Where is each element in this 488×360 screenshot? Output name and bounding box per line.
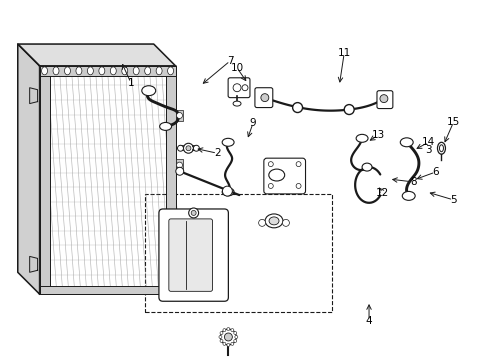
- Ellipse shape: [76, 67, 81, 75]
- Text: 8: 8: [409, 177, 416, 187]
- Circle shape: [344, 105, 353, 114]
- Polygon shape: [30, 88, 38, 104]
- Circle shape: [258, 219, 265, 226]
- Ellipse shape: [142, 86, 155, 96]
- Ellipse shape: [160, 122, 171, 130]
- Circle shape: [292, 103, 302, 113]
- Circle shape: [223, 329, 225, 332]
- Circle shape: [191, 211, 196, 215]
- Ellipse shape: [268, 169, 284, 181]
- Circle shape: [268, 162, 273, 167]
- Circle shape: [223, 342, 225, 345]
- Bar: [165, 66, 175, 294]
- FancyBboxPatch shape: [254, 88, 272, 108]
- Ellipse shape: [361, 163, 371, 171]
- Circle shape: [268, 184, 273, 188]
- Bar: [175, 159, 183, 171]
- Bar: [175, 109, 183, 121]
- Text: 3: 3: [425, 145, 431, 155]
- Text: 4: 4: [365, 316, 371, 326]
- Text: 6: 6: [431, 167, 438, 177]
- Bar: [40, 66, 49, 294]
- Ellipse shape: [264, 214, 283, 228]
- Ellipse shape: [53, 67, 59, 75]
- Ellipse shape: [439, 145, 443, 152]
- Circle shape: [185, 146, 190, 151]
- Bar: [145, 194, 331, 312]
- Ellipse shape: [222, 188, 234, 196]
- Circle shape: [193, 145, 199, 151]
- Ellipse shape: [64, 67, 70, 75]
- Polygon shape: [40, 66, 175, 294]
- Circle shape: [296, 184, 301, 188]
- Circle shape: [379, 95, 387, 103]
- Ellipse shape: [222, 138, 234, 146]
- Ellipse shape: [402, 192, 414, 201]
- Text: 9: 9: [249, 118, 256, 129]
- Bar: [40, 286, 175, 294]
- Polygon shape: [30, 256, 38, 272]
- Polygon shape: [18, 44, 175, 66]
- Circle shape: [233, 84, 241, 92]
- Text: 14: 14: [421, 137, 434, 147]
- Bar: [175, 239, 183, 251]
- Circle shape: [220, 339, 223, 342]
- Text: 13: 13: [370, 130, 384, 140]
- Ellipse shape: [122, 67, 127, 75]
- Circle shape: [176, 162, 182, 168]
- FancyBboxPatch shape: [264, 158, 305, 194]
- Circle shape: [282, 219, 289, 226]
- Ellipse shape: [355, 134, 367, 142]
- FancyBboxPatch shape: [376, 91, 392, 109]
- Circle shape: [183, 143, 193, 153]
- Ellipse shape: [233, 101, 241, 106]
- Text: 10: 10: [230, 63, 243, 73]
- Circle shape: [177, 145, 183, 151]
- Ellipse shape: [41, 67, 47, 75]
- Circle shape: [233, 339, 236, 342]
- Circle shape: [219, 336, 222, 338]
- Text: 1: 1: [127, 78, 134, 88]
- Ellipse shape: [437, 142, 445, 154]
- Circle shape: [234, 336, 237, 338]
- Ellipse shape: [167, 67, 173, 75]
- FancyBboxPatch shape: [228, 78, 249, 98]
- Ellipse shape: [110, 67, 116, 75]
- Circle shape: [188, 208, 198, 218]
- Circle shape: [176, 113, 182, 118]
- Bar: [40, 66, 175, 76]
- Circle shape: [226, 328, 229, 330]
- Polygon shape: [18, 44, 40, 294]
- Ellipse shape: [133, 67, 139, 75]
- Circle shape: [226, 343, 229, 346]
- Circle shape: [260, 94, 268, 102]
- Ellipse shape: [144, 67, 150, 75]
- Circle shape: [242, 85, 247, 91]
- Ellipse shape: [87, 67, 93, 75]
- Circle shape: [230, 329, 233, 332]
- Ellipse shape: [156, 67, 162, 75]
- Circle shape: [222, 186, 232, 196]
- Circle shape: [175, 167, 183, 175]
- Circle shape: [224, 333, 232, 341]
- Ellipse shape: [268, 217, 279, 225]
- Circle shape: [176, 242, 182, 247]
- Text: 12: 12: [376, 188, 389, 198]
- FancyBboxPatch shape: [168, 219, 212, 291]
- Circle shape: [230, 342, 233, 345]
- Text: 15: 15: [446, 117, 459, 127]
- Circle shape: [233, 332, 236, 334]
- Ellipse shape: [99, 67, 104, 75]
- Text: 7: 7: [226, 56, 233, 66]
- Ellipse shape: [400, 138, 412, 147]
- Text: 11: 11: [337, 48, 350, 58]
- FancyBboxPatch shape: [159, 209, 228, 301]
- Text: 2: 2: [213, 148, 220, 158]
- Circle shape: [220, 332, 223, 334]
- Circle shape: [296, 162, 301, 167]
- Text: 5: 5: [449, 195, 456, 205]
- Circle shape: [220, 329, 236, 345]
